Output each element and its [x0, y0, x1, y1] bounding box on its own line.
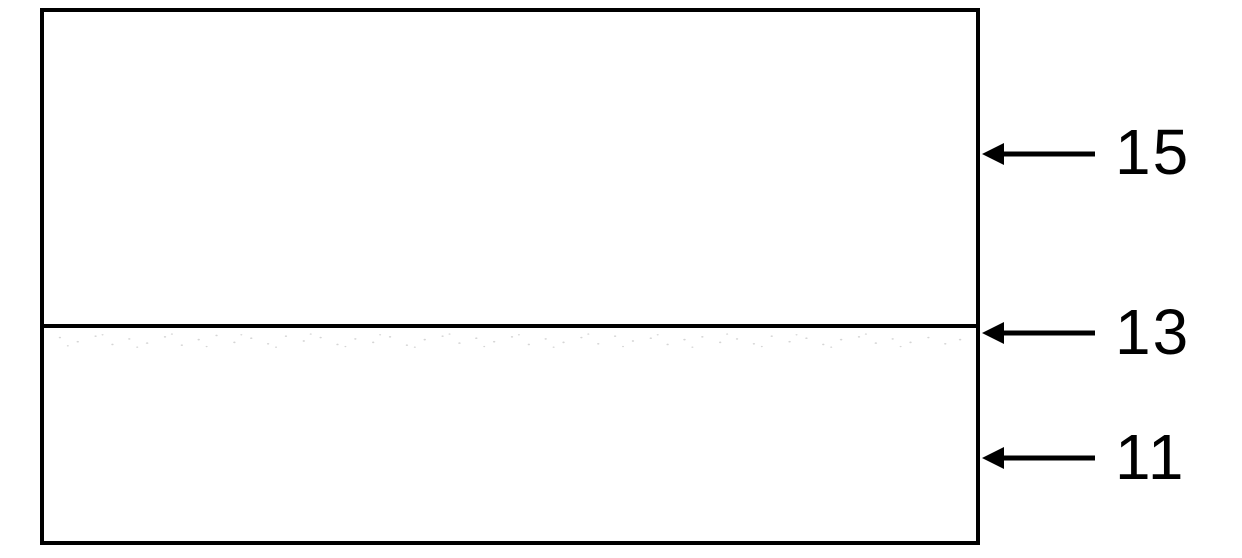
arrow-11-icon — [980, 444, 1100, 472]
layer-11 — [40, 354, 980, 545]
label-13: 13 — [1115, 295, 1190, 369]
layer-13-texture — [48, 332, 972, 350]
layer-13 — [40, 324, 980, 358]
label-15: 15 — [1115, 115, 1190, 189]
layer-15 — [40, 8, 980, 328]
arrow-15-icon — [980, 140, 1100, 168]
cross-section-diagram — [40, 8, 980, 545]
label-11: 11 — [1115, 420, 1185, 494]
stipple-icon — [48, 332, 972, 350]
arrow-13-icon — [980, 319, 1100, 347]
